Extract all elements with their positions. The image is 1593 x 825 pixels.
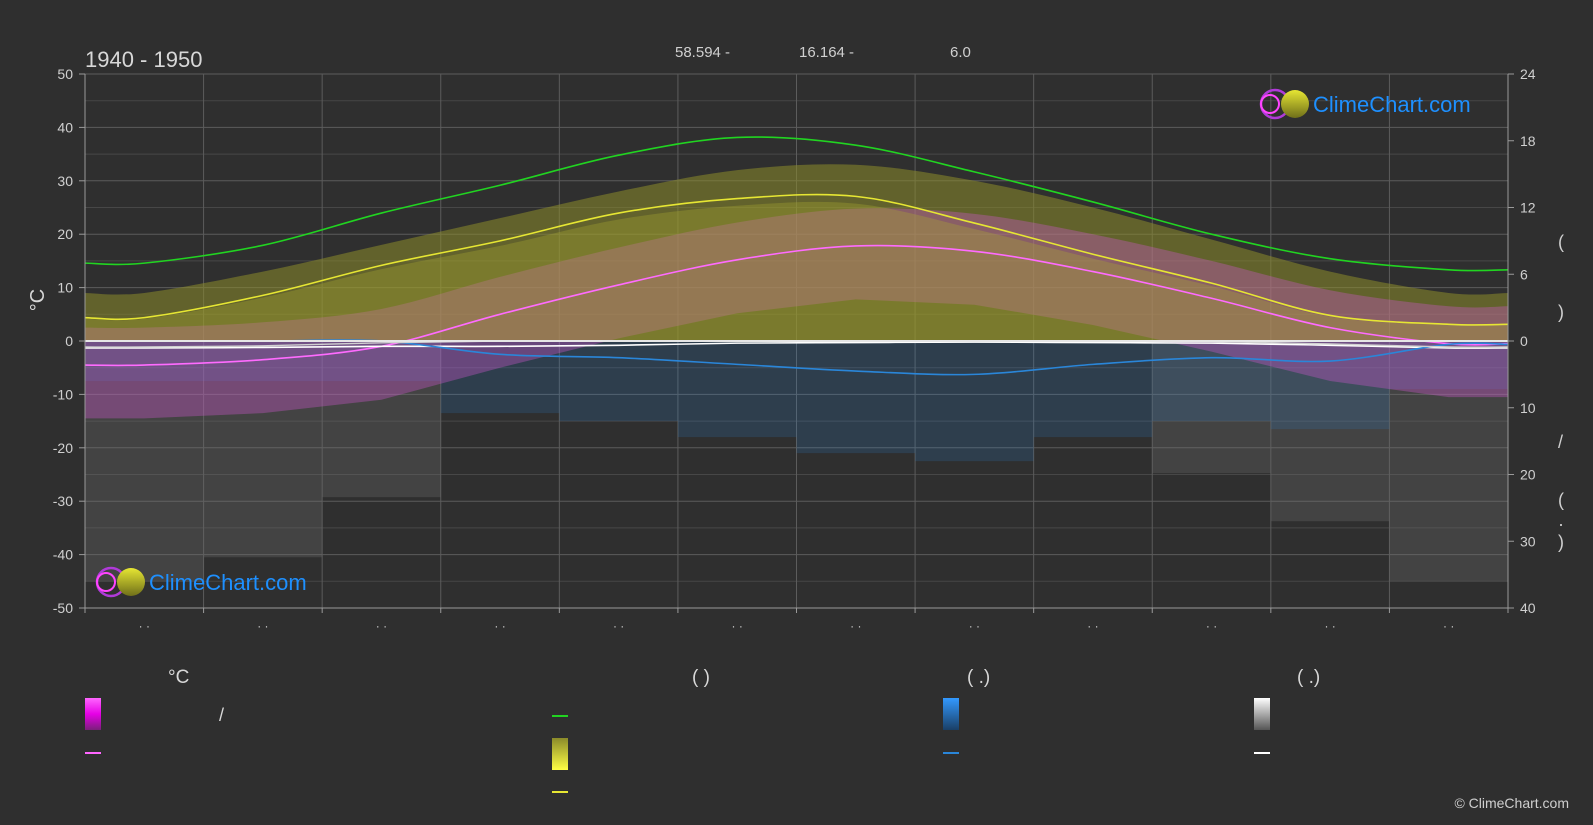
axes: 50 40 30 20 10 0 -10 -20 -30 -40 -50 24 18 12 6 0 10 20 30… bbox=[53, 66, 1536, 633]
snow-band bbox=[1389, 341, 1508, 582]
y-tick-label-right-bottom: 40 bbox=[1520, 600, 1536, 616]
right-axis-paren-close: ) bbox=[1558, 302, 1564, 322]
logo-bottom[interactable]: ClimeChart.com bbox=[95, 566, 307, 598]
y-tick-label-right-top: 6 bbox=[1520, 266, 1528, 282]
logo-inner-ring-icon bbox=[1260, 94, 1280, 114]
x-tick-label: · · bbox=[1206, 619, 1217, 633]
y-tick-label-left: -50 bbox=[53, 600, 73, 616]
y-tick-label-right-top: 12 bbox=[1520, 200, 1536, 216]
snow-band bbox=[1152, 341, 1271, 474]
snow-band bbox=[322, 341, 441, 498]
longitude-label: 16.164 - bbox=[799, 44, 854, 61]
y-axis-label-left: °C bbox=[27, 289, 49, 311]
legend-rain-line-swatch bbox=[943, 752, 959, 754]
y-tick-label-left: -10 bbox=[53, 386, 73, 402]
legend-snow-range-swatch bbox=[1254, 698, 1270, 730]
x-tick-label: · · bbox=[969, 619, 980, 633]
legend-sunshine-line-swatch bbox=[552, 791, 568, 793]
period-title: 1940 - 1950 bbox=[85, 47, 202, 72]
y-tick-label-left: 40 bbox=[57, 119, 73, 135]
x-tick-label: · · bbox=[850, 619, 861, 633]
legend-temp-heading: °C bbox=[168, 667, 189, 688]
precip-band bbox=[1389, 341, 1508, 390]
data-bands bbox=[85, 164, 1508, 582]
y-tick-label-left: 50 bbox=[57, 66, 73, 82]
precip-band bbox=[796, 341, 916, 454]
y-tick-label-left: 20 bbox=[57, 226, 73, 242]
snow-band bbox=[203, 341, 323, 558]
legend-sun-heading: ( ) bbox=[692, 667, 710, 688]
legend-temp-range-swatch bbox=[85, 698, 101, 730]
y-tick-label-left: 0 bbox=[65, 333, 73, 349]
snow-band bbox=[85, 341, 204, 582]
precip-band bbox=[559, 341, 678, 422]
precip-band bbox=[440, 341, 560, 414]
legend-rain-heading: ( .) bbox=[967, 667, 990, 688]
x-tick-label: · · bbox=[1443, 619, 1454, 633]
temp-max-line bbox=[85, 244, 1508, 367]
x-tick-label: · · bbox=[732, 619, 743, 633]
x-tick-label: · · bbox=[257, 619, 268, 633]
y-tick-label-left: -40 bbox=[53, 547, 73, 563]
legend-rain-range-swatch bbox=[943, 698, 959, 730]
y-tick-label-right-top: 0 bbox=[1520, 333, 1528, 349]
data-lines bbox=[85, 136, 1508, 376]
legend-snow-line-swatch bbox=[1254, 752, 1270, 754]
precip-band bbox=[322, 341, 441, 382]
x-tick-label: · · bbox=[139, 619, 150, 633]
legend-sunshine-range-swatch bbox=[552, 738, 568, 770]
legend-temp-range-text: / bbox=[219, 705, 224, 725]
x-tick-label: · · bbox=[613, 619, 624, 633]
logo-inner-ring-icon bbox=[96, 572, 116, 592]
legend: °C ( ) ( .) ( .) / bbox=[85, 667, 1320, 793]
sunshine-band bbox=[85, 164, 1508, 341]
right-axis-dot: · bbox=[1558, 514, 1564, 534]
latitude-label: 58.594 - bbox=[675, 44, 730, 61]
logo-text: ClimeChart.com bbox=[1313, 92, 1471, 117]
legend-temp-line-swatch bbox=[85, 752, 101, 754]
daylight-line bbox=[85, 136, 1508, 272]
y-tick-label-left: 10 bbox=[57, 280, 73, 296]
logo-top[interactable]: ClimeChart.com bbox=[1259, 88, 1471, 120]
x-tick-label: · · bbox=[494, 619, 505, 633]
precip-band bbox=[1152, 341, 1271, 422]
legend-daylight-swatch bbox=[552, 715, 568, 717]
legend-snow-heading: ( .) bbox=[1297, 667, 1320, 688]
y-tick-label-right-bottom: 20 bbox=[1520, 467, 1536, 483]
x-tick-label: · · bbox=[376, 619, 387, 633]
x-tick-label: · · bbox=[1324, 619, 1335, 633]
right-axis-slash: / bbox=[1558, 432, 1563, 452]
copyright: © ClimeChart.com bbox=[1454, 795, 1569, 811]
y-tick-label-left: -20 bbox=[53, 440, 73, 456]
right-axis-paren-open-2: ( bbox=[1558, 490, 1564, 510]
snow-band bbox=[1270, 341, 1390, 522]
right-axis-paren-close-2: ) bbox=[1558, 532, 1564, 552]
y-tick-label-left: -30 bbox=[53, 493, 73, 509]
y-tick-label-left: 30 bbox=[57, 173, 73, 189]
sunshine-core-band bbox=[85, 201, 1508, 341]
precip-band bbox=[677, 341, 797, 438]
logo-text: ClimeChart.com bbox=[149, 570, 307, 595]
temp-min-line bbox=[85, 341, 1508, 349]
temperature-band bbox=[85, 208, 1508, 419]
precip-band bbox=[1270, 341, 1390, 430]
y-tick-label-right-top: 24 bbox=[1520, 66, 1536, 82]
y-tick-label-right-top: 18 bbox=[1520, 133, 1536, 149]
right-axis-paren-open: ( bbox=[1558, 232, 1564, 252]
logo-sun-icon bbox=[1281, 90, 1309, 118]
precip-band bbox=[915, 341, 1034, 462]
y-tick-label-right-bottom: 10 bbox=[1520, 400, 1536, 416]
x-tick-label: · · bbox=[1087, 619, 1098, 633]
y-tick-label-right-bottom: 30 bbox=[1520, 533, 1536, 549]
elevation-label: 6.0 bbox=[950, 44, 971, 61]
sunshine-line bbox=[85, 193, 1508, 326]
logo-sun-icon bbox=[117, 568, 145, 596]
precip-band bbox=[1033, 341, 1153, 438]
